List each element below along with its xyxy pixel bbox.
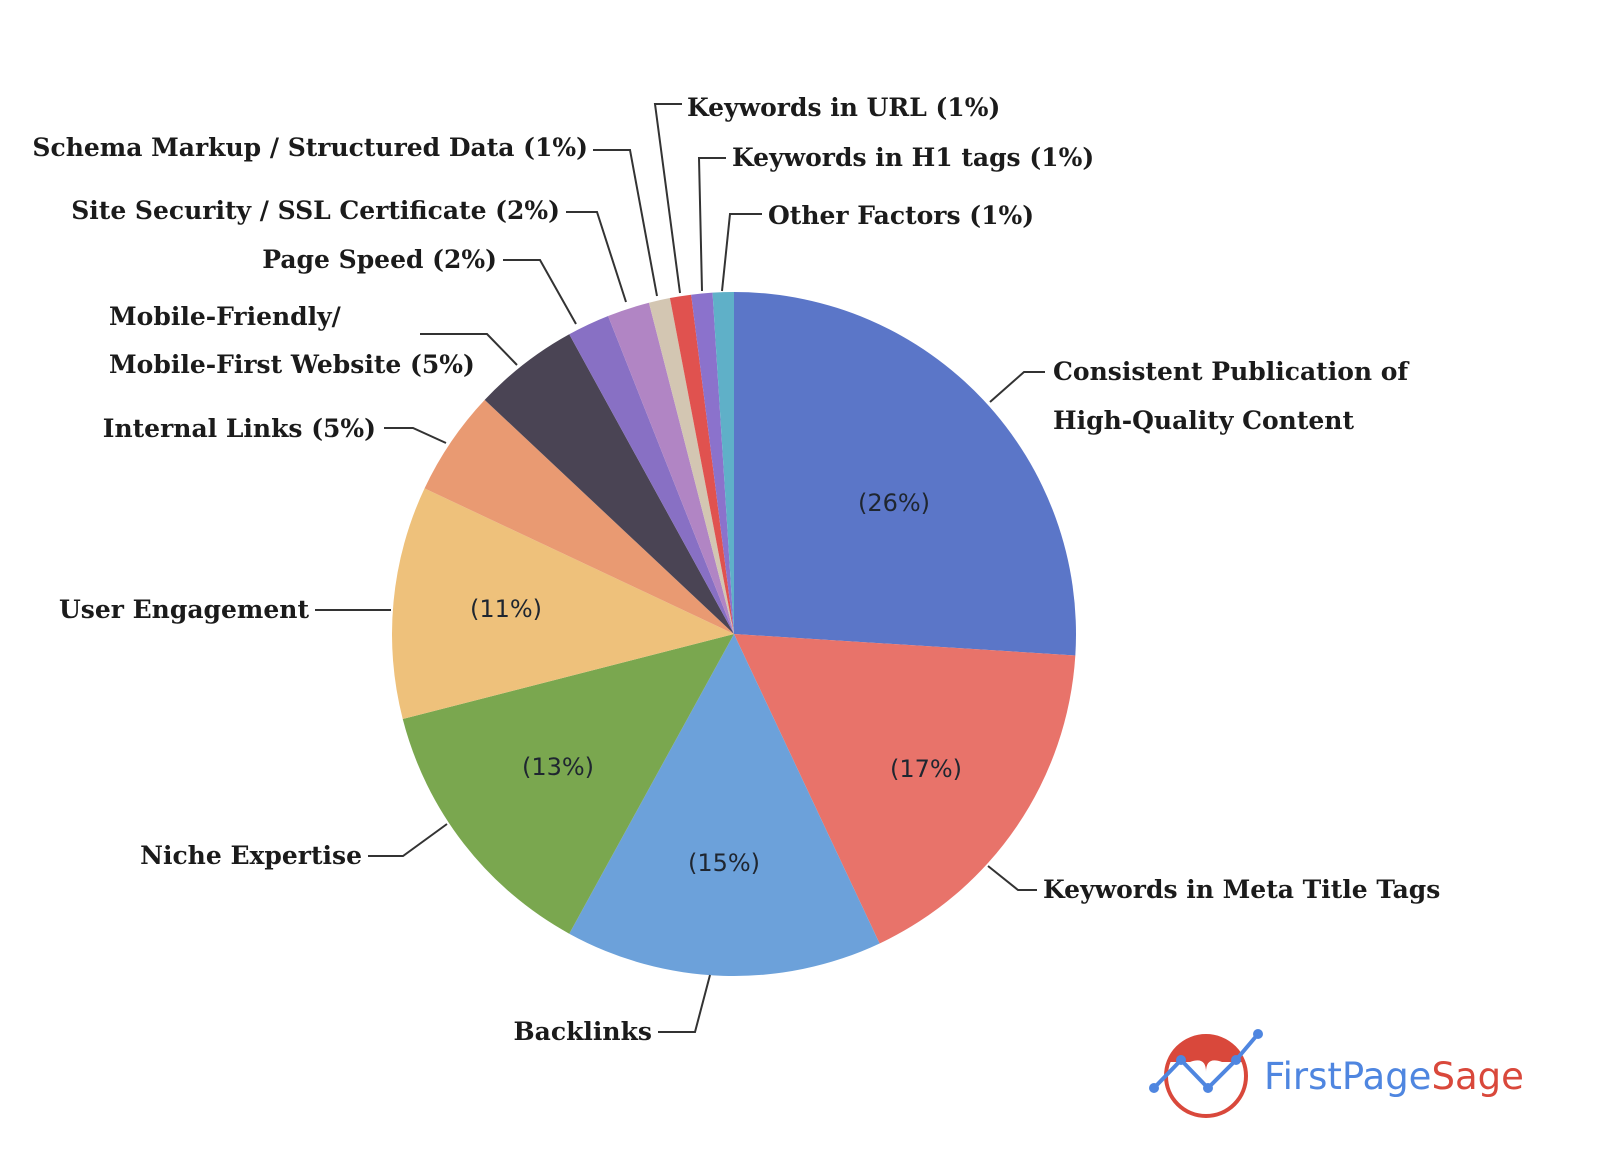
pie-slice: [391, 488, 734, 720]
leader-line: [566, 211, 627, 303]
pie-slice: [402, 634, 734, 934]
slice-label: Backlinks: [514, 1017, 652, 1046]
slice-percentage: (26%): [858, 489, 930, 517]
leader-line: [368, 823, 448, 857]
slice-label: Schema Markup / Structured Data (1%): [32, 133, 588, 162]
firstpagesage-logo: FirstPageSage: [1149, 1029, 1524, 1118]
leader-line: [653, 103, 682, 294]
leader-line: [503, 259, 577, 325]
slice-label: Niche Expertise: [140, 841, 362, 870]
percentage-labels: (26%) (17%) (15%) (13%) (11%): [470, 489, 962, 877]
slice-label: Keywords in Meta Title Tags: [1043, 875, 1440, 904]
pie-slice: [734, 634, 1076, 944]
slice-percentage: (11%): [470, 595, 542, 623]
leader-line: [721, 213, 762, 292]
pie-slice: [669, 294, 734, 634]
slice-label: High-Quality Content: [1053, 406, 1354, 435]
pie-slice: [484, 334, 734, 634]
logo-text: FirstPageSage: [1264, 1055, 1524, 1098]
leader-line: [420, 333, 518, 366]
slice-label: Keywords in H1 tags (1%): [732, 143, 1094, 172]
pie-slice: [712, 292, 734, 634]
pie-slices: [391, 292, 1077, 976]
slice-label: Mobile-Friendly/: [109, 302, 342, 331]
slice-label: Internal Links (5%): [103, 414, 376, 443]
slice-label: Consistent Publication of: [1053, 357, 1410, 386]
slice-label: Keywords in URL (1%): [687, 93, 1000, 122]
pie-slice: [691, 292, 734, 634]
slice-percentage: (13%): [522, 753, 594, 781]
pie-slice: [648, 298, 734, 634]
leader-line: [593, 149, 658, 297]
pie-slice: [424, 399, 734, 634]
leader-line: [658, 974, 711, 1033]
leader-line: [384, 427, 447, 444]
pie-slice: [569, 316, 734, 634]
slice-percentage: (17%): [890, 755, 962, 783]
pie-slice: [608, 302, 734, 634]
slice-label: Other Factors (1%): [768, 201, 1034, 230]
slice-label: Site Security / SSL Certificate (2%): [71, 196, 560, 225]
leader-line: [989, 371, 1045, 403]
callout-labels: Consistent Publication of High-Quality Co…: [32, 93, 1440, 1046]
leader-line: [987, 865, 1037, 891]
slice-label: User Engagement: [59, 595, 309, 624]
slice-label: Mobile-First Website (5%): [109, 350, 475, 379]
pie-slice: [734, 292, 1077, 656]
logo-icon: [1149, 1029, 1263, 1118]
slice-percentage: (15%): [688, 849, 760, 877]
slice-label: Page Speed (2%): [262, 245, 497, 274]
leader-line: [697, 157, 726, 292]
pie-slice: [569, 634, 880, 976]
